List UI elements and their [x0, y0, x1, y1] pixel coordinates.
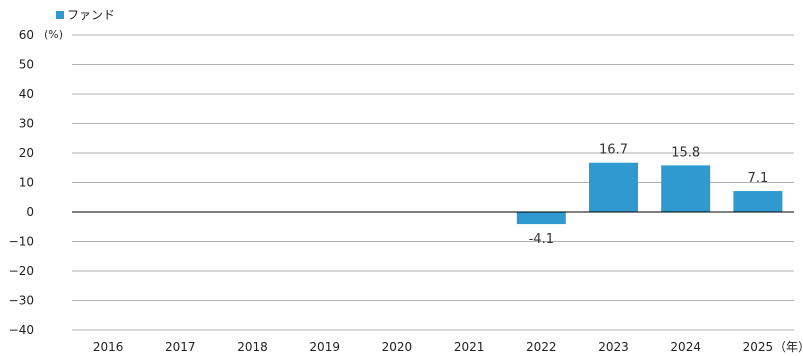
y-tick-label: 20: [19, 146, 34, 160]
bar: [733, 191, 783, 212]
data-label: 7.1: [748, 171, 769, 186]
y-tick-label: 40: [19, 87, 34, 101]
bar: [661, 165, 711, 212]
data-label: -4.1: [529, 232, 554, 247]
legend: ファンド: [56, 6, 115, 23]
x-axis-ticks: 2016 2017 2018 2019 2020 2021 2022 2023 2024 2025: [93, 340, 773, 354]
y-axis-unit: (%): [44, 28, 64, 41]
x-tick-label: 2018: [237, 340, 268, 354]
x-tick-label: 2025: [743, 340, 774, 354]
data-label: 16.7: [599, 143, 628, 158]
y-tick-label: −10: [9, 235, 34, 249]
gridlines: [72, 34, 794, 331]
legend-label: ファンド: [67, 8, 116, 22]
y-tick-label: 0: [26, 205, 34, 219]
x-tick-label: 2017: [165, 340, 196, 354]
data-label: 15.8: [671, 145, 700, 160]
legend-swatch: [56, 10, 64, 19]
x-tick-label: 2021: [454, 340, 485, 354]
x-tick-label: 2023: [598, 340, 629, 354]
y-tick-label: 30: [19, 117, 34, 131]
x-axis-unit: （年）: [774, 340, 803, 354]
bars: [516, 162, 783, 225]
data-labels: -4.1 16.7 15.8 7.1: [529, 143, 769, 247]
bar: [589, 162, 638, 212]
y-tick-label: −40: [9, 323, 34, 337]
y-tick-label: 10: [19, 176, 34, 190]
y-axis-ticks: 60 50 40 30 20 10 0 −10 −20 −30 −40: [9, 28, 34, 337]
y-tick-label: 60: [19, 28, 34, 42]
y-tick-label: −30: [9, 294, 34, 308]
bar: [516, 212, 566, 225]
x-tick-label: 2016: [93, 340, 124, 354]
x-tick-label: 2022: [526, 340, 557, 354]
x-tick-label: 2019: [309, 340, 340, 354]
y-tick-label: 50: [19, 58, 34, 72]
y-tick-label: −20: [9, 264, 34, 278]
x-tick-label: 2020: [382, 340, 413, 354]
x-tick-label: 2024: [670, 340, 701, 354]
